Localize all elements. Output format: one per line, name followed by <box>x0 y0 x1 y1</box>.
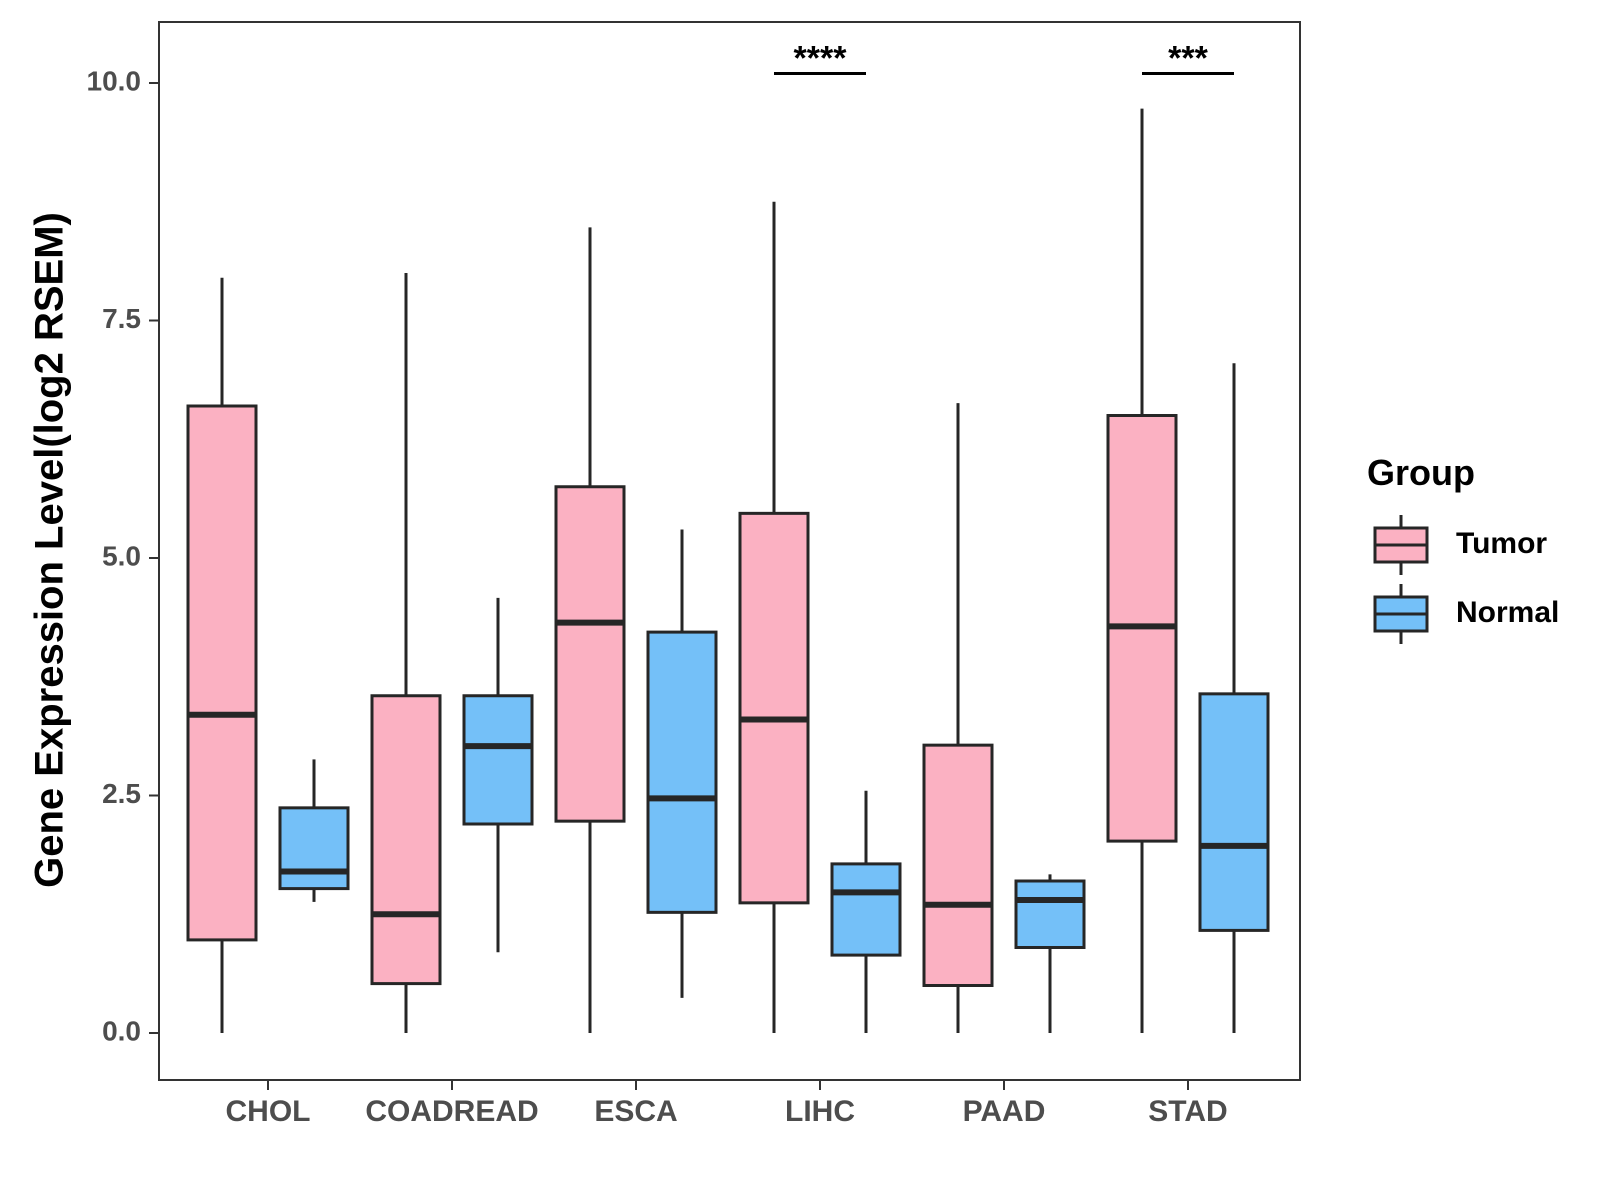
box-tumor-stad <box>1106 108 1178 1033</box>
x-tick-label: LIHC <box>785 1095 855 1128</box>
significance-label: *** <box>1168 40 1208 78</box>
iqr-box <box>830 862 902 957</box>
box-tumor-paad <box>922 403 994 1033</box>
iqr-box <box>554 485 626 823</box>
x-tick-label: STAD <box>1148 1095 1227 1128</box>
iqr-box <box>738 511 810 905</box>
legend-entry-normal: Normal <box>1373 584 1559 644</box>
iqr-box <box>1198 692 1270 932</box>
box-normal-esca <box>646 529 718 998</box>
box-tumor-esca <box>554 227 626 1033</box>
box-normal-chol <box>278 759 350 902</box>
y-tick-label: 10.0 <box>87 65 142 96</box>
iqr-box <box>1014 879 1086 949</box>
y-axis-title: Gene Expression Level(log2 RSEM) <box>28 212 72 888</box>
x-tick-label: CHOL <box>226 1095 311 1128</box>
y-tick-label: 2.5 <box>102 778 141 809</box>
iqr-box <box>462 694 534 826</box>
y-tick-label: 0.0 <box>102 1015 141 1046</box>
x-axis: CHOL COADREAD ESCA LIHC PAAD STAD <box>226 1080 1228 1128</box>
legend: Group Tumor Normal <box>1367 452 1559 644</box>
iqr-box <box>922 743 994 988</box>
x-tick-label: ESCA <box>594 1095 677 1128</box>
box-normal-paad <box>1014 874 1086 1033</box>
box-normal-coadread <box>462 597 534 953</box>
legend-title: Group <box>1367 452 1475 493</box>
y-tick-label: 5.0 <box>102 540 141 571</box>
iqr-box <box>278 806 350 891</box>
box-tumor-chol <box>186 277 258 1033</box>
legend-label: Tumor <box>1456 527 1547 560</box>
iqr-box <box>370 694 442 986</box>
iqr-box <box>186 404 258 942</box>
box-normal-stad <box>1198 363 1270 1033</box>
box-normal-lihc <box>830 790 902 1033</box>
x-tick-label: COADREAD <box>365 1095 538 1128</box>
x-tick-label: PAAD <box>963 1095 1046 1128</box>
y-axis: 0.0 2.5 5.0 7.5 10.0 <box>87 65 159 1046</box>
legend-label: Normal <box>1456 596 1559 629</box>
iqr-box <box>646 630 718 914</box>
boxes-layer <box>186 108 1270 1033</box>
significance-label: **** <box>794 40 848 78</box>
legend-entry-tumor: Tumor <box>1373 515 1547 575</box>
box-tumor-coadread <box>370 273 442 1033</box>
annotations-layer: **** *** <box>774 40 1234 78</box>
y-tick-label: 7.5 <box>102 303 141 334</box>
box-tumor-lihc <box>738 201 810 1033</box>
